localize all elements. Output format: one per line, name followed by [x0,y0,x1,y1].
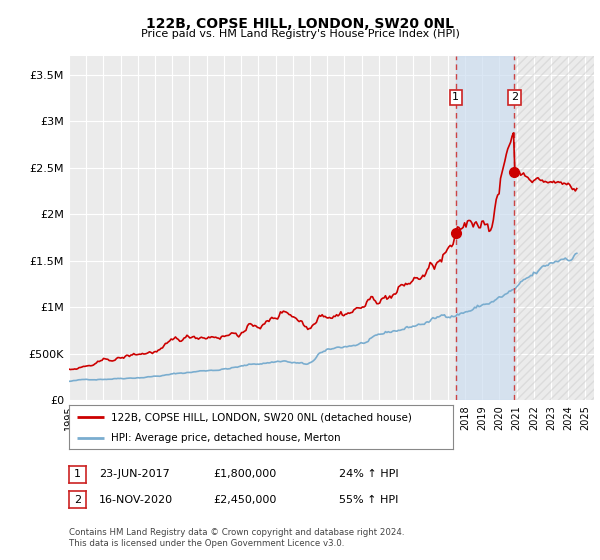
Text: 1: 1 [452,92,459,102]
Text: 16-NOV-2020: 16-NOV-2020 [99,494,173,505]
Bar [514,56,594,400]
Text: 122B, COPSE HILL, LONDON, SW20 0NL: 122B, COPSE HILL, LONDON, SW20 0NL [146,17,454,31]
Text: 55% ↑ HPI: 55% ↑ HPI [339,494,398,505]
Bar [514,56,594,400]
Text: £2,450,000: £2,450,000 [213,494,277,505]
Text: Price paid vs. HM Land Registry's House Price Index (HPI): Price paid vs. HM Land Registry's House … [140,29,460,39]
Bar [456,56,514,400]
Text: 2: 2 [511,92,518,102]
Text: HPI: Average price, detached house, Merton: HPI: Average price, detached house, Mert… [111,433,341,443]
Text: 1: 1 [74,469,81,479]
Text: 122B, COPSE HILL, LONDON, SW20 0NL (detached house): 122B, COPSE HILL, LONDON, SW20 0NL (deta… [111,412,412,422]
Text: £1,800,000: £1,800,000 [213,469,276,479]
Text: 24% ↑ HPI: 24% ↑ HPI [339,469,398,479]
Text: 23-JUN-2017: 23-JUN-2017 [99,469,170,479]
Text: Contains HM Land Registry data © Crown copyright and database right 2024.
This d: Contains HM Land Registry data © Crown c… [69,528,404,548]
Text: 2: 2 [74,494,81,505]
